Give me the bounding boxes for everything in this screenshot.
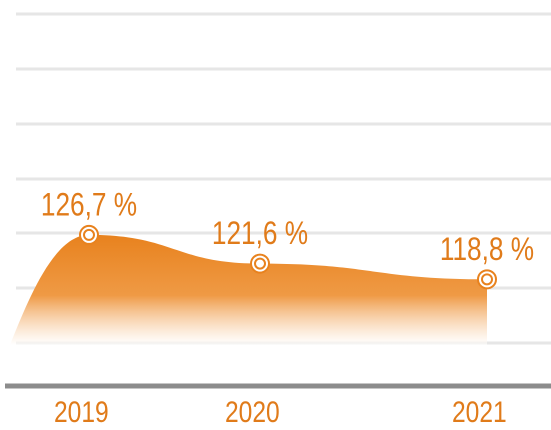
value-label: 118,8 % [440, 232, 534, 267]
point-marker-inner [83, 228, 95, 241]
x-tick-label: 2021 [452, 395, 507, 429]
value-label: 121,6 % [212, 217, 308, 252]
value-label: 126,7 % [41, 188, 137, 223]
x-tick-label: 2019 [54, 395, 109, 429]
area [10, 234, 487, 345]
point-marker-inner [254, 257, 266, 270]
point-marker-inner [481, 273, 493, 286]
x-tick-label: 2020 [225, 395, 280, 429]
